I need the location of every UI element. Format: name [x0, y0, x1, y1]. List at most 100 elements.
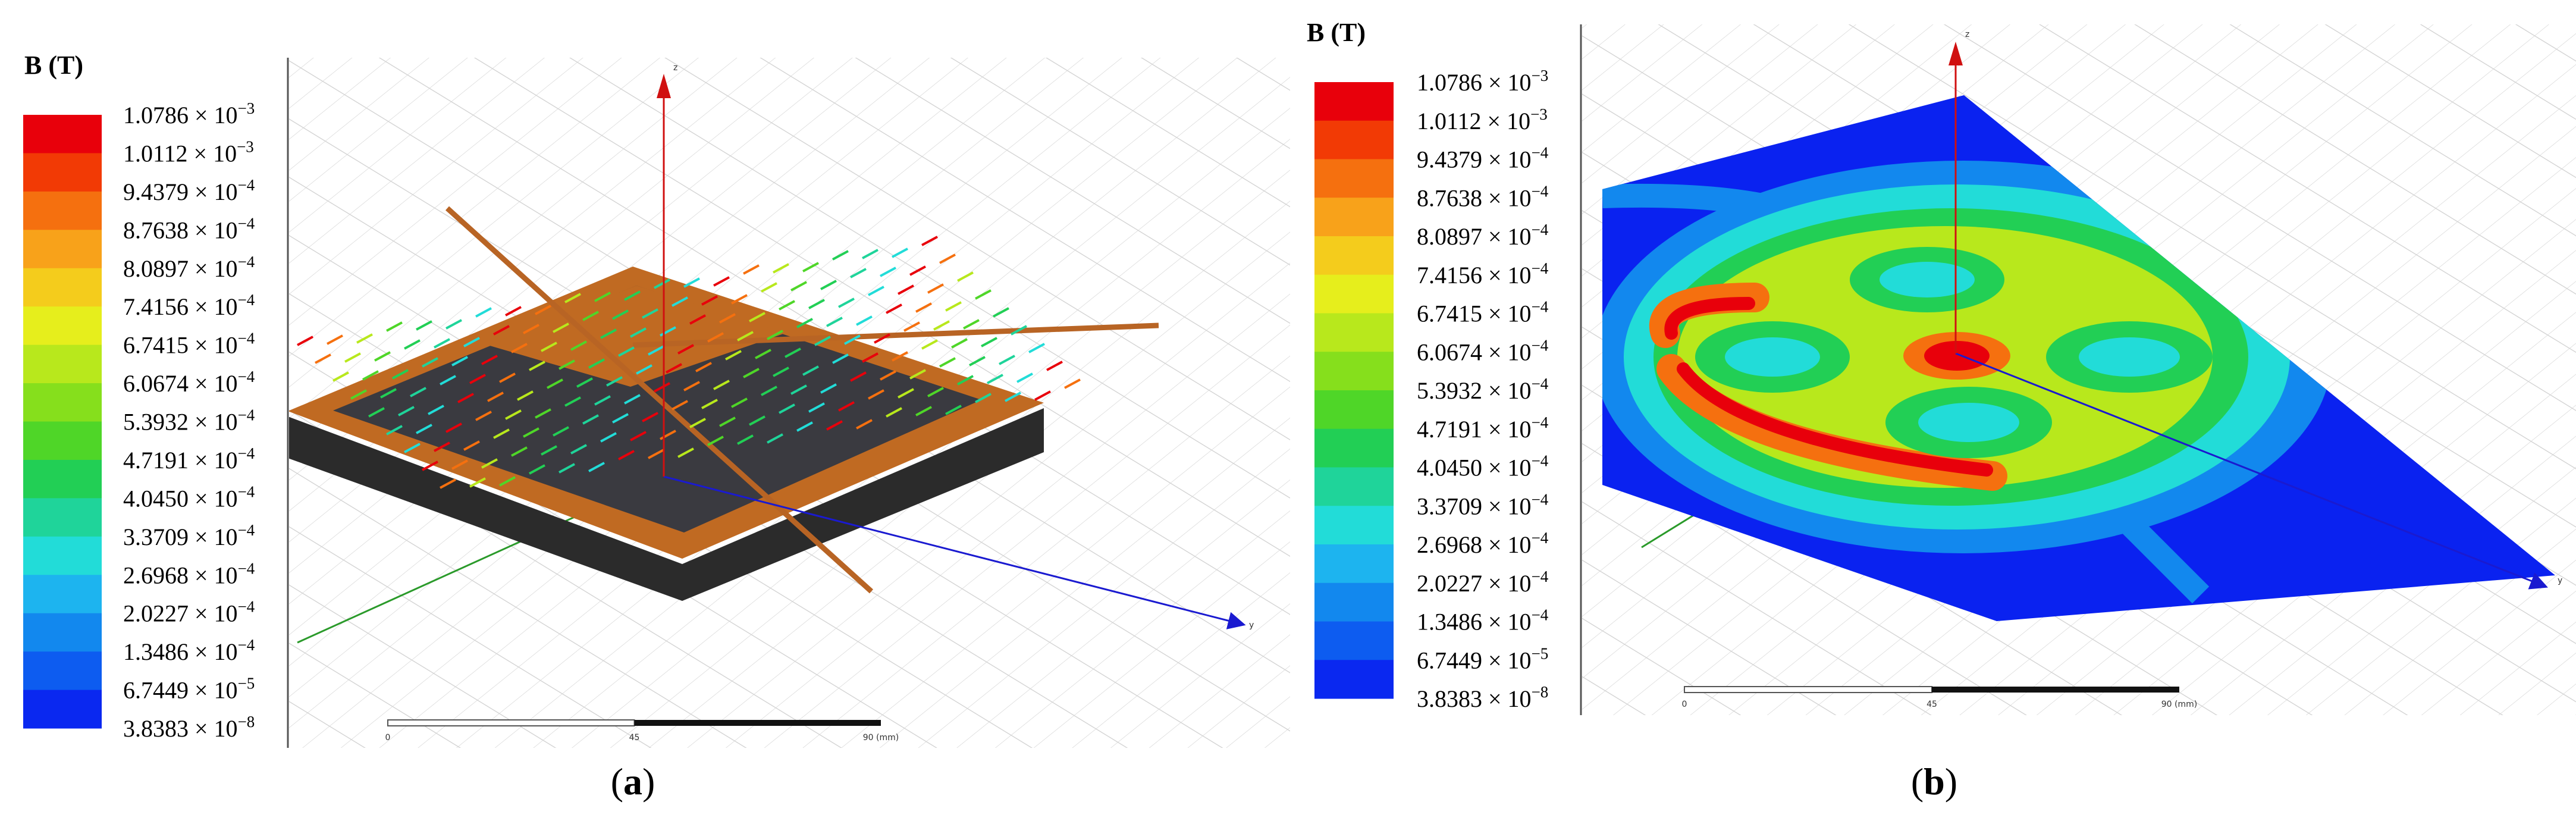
field-arrow [832, 250, 849, 261]
field-arrow [773, 366, 789, 377]
label-exp: −4 [1532, 144, 1549, 162]
panel: B (T)1.0786 × 10−31.0112 × 10−39.4379 × … [1307, 18, 2562, 803]
field-arrow [957, 375, 974, 386]
legend-label: 6.7449 × 10−5 [123, 675, 255, 704]
label-exp: −3 [238, 99, 255, 117]
label-exp: −4 [238, 368, 255, 386]
scale-bar-label: 45 [1926, 700, 1937, 709]
label-exp: −4 [1532, 375, 1549, 393]
field-arrow [523, 427, 539, 438]
scale-bar-light [1684, 686, 1932, 693]
field-arrow [582, 414, 599, 425]
field-arrow [469, 477, 486, 488]
field-arrow [689, 418, 706, 428]
caption-close: ) [642, 760, 655, 803]
field-arrow [511, 446, 528, 457]
field-arrow [826, 420, 843, 431]
field-arrow [892, 248, 908, 258]
field-arrow [475, 307, 492, 318]
field-arrow [642, 308, 658, 319]
axis-label: y [1249, 621, 1254, 630]
field-arrow [975, 393, 992, 403]
field-arrow [814, 336, 831, 346]
label-exp: −4 [238, 636, 255, 654]
field-arrow [315, 353, 331, 364]
label-coef: 6.7415 × 10 [1417, 300, 1532, 327]
color-band [23, 459, 102, 499]
label-exp: −4 [238, 483, 255, 500]
legend-label: 6.7449 × 10−5 [1417, 644, 1548, 673]
field-arrow [541, 445, 557, 456]
field-arrow [796, 318, 813, 328]
field-arrow [779, 403, 795, 414]
field-arrow [886, 303, 902, 314]
field-arrow [529, 361, 545, 371]
color-band [1314, 274, 1394, 314]
field-arrow [838, 401, 855, 412]
color-band [1314, 390, 1394, 430]
label-coef: 7.4156 × 10 [123, 293, 238, 320]
legend-label: 8.7638 × 10−4 [1417, 182, 1549, 211]
color-band [23, 498, 102, 537]
field-arrow [850, 371, 867, 382]
legend-label: 3.3709 × 10−4 [1417, 490, 1549, 519]
field-arrow [731, 397, 748, 408]
field-arrow [707, 332, 724, 343]
legend-label: 8.0897 × 10−4 [1417, 221, 1549, 250]
field-arrow [719, 313, 736, 324]
color-band [23, 383, 102, 422]
legend-label: 1.3486 × 10−4 [1417, 606, 1549, 635]
color-band [23, 536, 102, 575]
field-arrow [618, 450, 635, 461]
field-arrow [779, 300, 795, 311]
axis-label: z [673, 63, 677, 73]
field-arrow [957, 271, 974, 282]
field-arrow [820, 280, 837, 290]
color-band [1314, 313, 1394, 352]
field-arrow [481, 458, 498, 469]
color-band [23, 421, 102, 461]
field-arrow [350, 389, 367, 400]
field-arrow [434, 441, 450, 452]
field-arrow [535, 305, 551, 315]
field-arrow [457, 393, 474, 403]
field-arrow [761, 386, 777, 396]
legend-label: 9.4379 × 10−4 [123, 176, 255, 205]
caption-letter: b [1924, 760, 1945, 803]
field-arrow [701, 399, 718, 409]
field-arrow [713, 380, 730, 390]
field-arrow [481, 355, 498, 365]
legend-label: 4.7191 × 10−4 [1417, 414, 1549, 443]
field-arrow [386, 321, 403, 332]
label-exp: −4 [1532, 414, 1549, 431]
field-arrow [648, 449, 664, 459]
field-arrow [933, 320, 950, 331]
field-arrow [636, 364, 652, 375]
field-arrow [505, 409, 522, 420]
field-arrow [642, 412, 658, 422]
field-arrow [416, 320, 432, 331]
field-arrow [570, 340, 587, 351]
label-coef: 1.0786 × 10 [1417, 69, 1532, 96]
field-arrow [963, 319, 980, 330]
y-axis [663, 475, 1246, 629]
legend-label: 2.0227 × 10−4 [1417, 568, 1549, 597]
label-coef: 6.0674 × 10 [1417, 339, 1532, 365]
caption-close: ) [1945, 760, 1957, 803]
field-arrow [434, 338, 450, 349]
label-coef: 4.7191 × 10 [1417, 416, 1532, 443]
field-arrow [588, 358, 605, 369]
field-arrow [683, 277, 700, 288]
field-arrow [909, 265, 926, 276]
field-arrow [428, 405, 444, 415]
legend-label: 8.0897 × 10−4 [123, 253, 255, 282]
label-coef: 2.6968 × 10 [1417, 531, 1532, 558]
field-arrow [898, 388, 914, 399]
field-arrow [422, 357, 438, 368]
field-arrow [689, 314, 706, 325]
field-arrow [570, 444, 587, 455]
field-arrow [451, 459, 468, 470]
field-arrow [802, 262, 819, 272]
field-arrow [862, 352, 878, 363]
field-arrow [648, 345, 664, 356]
